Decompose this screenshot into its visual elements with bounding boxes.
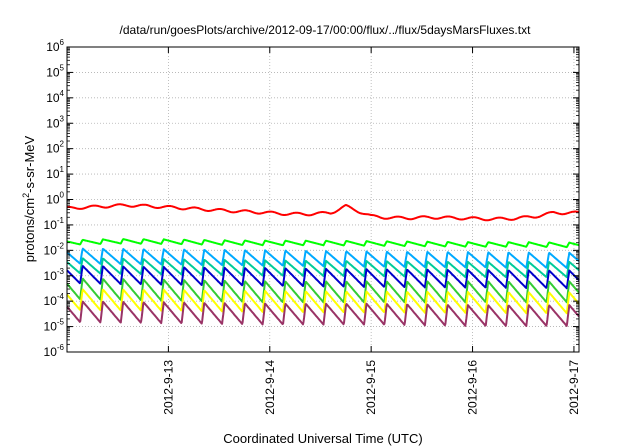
y-tick-label: 10-1 bbox=[44, 216, 65, 232]
y-axis-label-prefix: protons/cm bbox=[22, 198, 37, 262]
y-tick-label: 10-5 bbox=[44, 318, 65, 334]
x-tick-label: 2012-9-14 bbox=[263, 360, 277, 415]
y-tick-label: 104 bbox=[46, 89, 64, 105]
y-tick-label: 10-3 bbox=[44, 267, 65, 283]
y-tick-label: 102 bbox=[46, 140, 64, 156]
y-tick-label: 10-4 bbox=[44, 292, 65, 308]
y-tick-label: 105 bbox=[46, 63, 64, 79]
y-axis-label-suffix: -s-sr-MeV bbox=[22, 135, 37, 192]
series-line bbox=[66, 238, 580, 249]
series-line bbox=[66, 265, 580, 290]
x-tick-label: 2012-9-15 bbox=[364, 360, 378, 415]
chart-title: /data/run/goesPlots/archive/2012-09-17/0… bbox=[120, 23, 532, 37]
series-line bbox=[66, 277, 580, 304]
y-axis-label: protons/cm2-s-sr-MeV bbox=[21, 135, 37, 262]
y-tick-labels: 106 105 104 103 102 101 100 10-1 10-2 10-3 10-4 10-… bbox=[44, 38, 65, 359]
y-tick-label: 101 bbox=[46, 165, 64, 181]
y-tick-label: 100 bbox=[46, 191, 64, 207]
y-axis-label-sup: 2 bbox=[21, 193, 31, 198]
series-line bbox=[66, 203, 580, 222]
series-line bbox=[66, 257, 580, 279]
x-tick-label: 2012-9-16 bbox=[466, 360, 480, 415]
series-line bbox=[66, 300, 580, 327]
y-tick-label: 106 bbox=[46, 38, 64, 54]
series-line bbox=[66, 247, 580, 269]
series-line bbox=[66, 288, 580, 315]
x-tick-label: 2012-9-13 bbox=[161, 360, 175, 415]
x-tick-labels: 2012-9-13 2012-9-14 2012-9-15 2012-9-16 2012… bbox=[161, 360, 581, 415]
y-tick-label: 10-2 bbox=[44, 241, 65, 257]
y-tick-label: 103 bbox=[46, 114, 64, 130]
axis-ticks bbox=[67, 46, 579, 353]
plot-series bbox=[66, 203, 580, 327]
x-tick-label: 2012-9-17 bbox=[567, 360, 581, 415]
x-axis-label: Coordinated Universal Time (UTC) bbox=[223, 431, 422, 446]
y-tick-label: 10-6 bbox=[44, 343, 65, 359]
